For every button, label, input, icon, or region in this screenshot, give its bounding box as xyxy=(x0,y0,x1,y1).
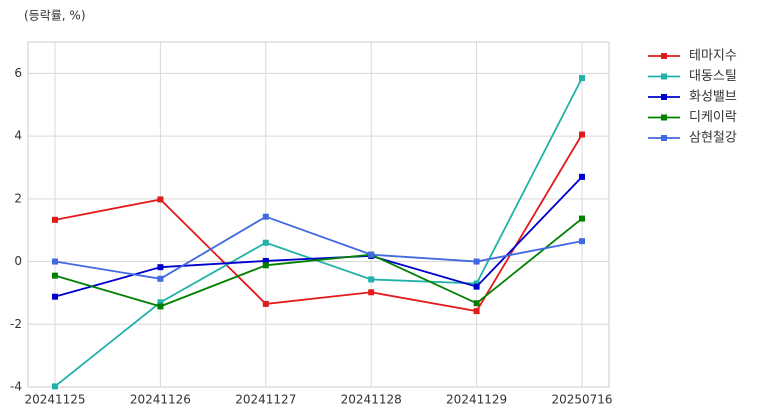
point xyxy=(368,289,375,296)
point xyxy=(157,303,164,310)
point xyxy=(473,300,480,307)
point xyxy=(579,173,585,180)
point xyxy=(368,251,375,258)
point xyxy=(52,272,58,279)
point xyxy=(157,275,164,282)
point xyxy=(368,276,375,283)
point xyxy=(473,280,480,287)
point xyxy=(579,75,585,82)
legend-label: 대동스틸 xyxy=(689,69,737,84)
legend-label: 화성밸브 xyxy=(689,90,737,105)
legend-label: 삼현철강 xyxy=(689,131,737,146)
legend-marker xyxy=(661,53,667,59)
x-tick-label: 20241128 xyxy=(341,393,402,407)
plot-frame xyxy=(27,41,610,388)
series-line xyxy=(54,215,583,280)
point xyxy=(157,299,164,306)
chart-subtitle: (등락률, %) xyxy=(24,9,86,23)
point xyxy=(579,131,585,138)
point xyxy=(52,258,58,265)
point xyxy=(262,239,269,246)
point xyxy=(157,264,164,271)
x-tick-label: 20241129 xyxy=(446,393,507,407)
point xyxy=(52,383,58,390)
legend-label: 디케이락 xyxy=(689,110,737,125)
y-tick-label: 0 xyxy=(14,254,22,268)
y-tick-label: -2 xyxy=(10,317,22,331)
series-line xyxy=(54,217,583,308)
legend-label: 테마지수 xyxy=(689,49,737,64)
series-line xyxy=(54,77,583,388)
point xyxy=(579,215,585,222)
y-tick-label: 6 xyxy=(14,66,22,80)
x-tick-label: 20241127 xyxy=(235,393,296,407)
point xyxy=(473,308,480,315)
point xyxy=(262,300,269,307)
legend-marker xyxy=(661,94,667,100)
legend-marker xyxy=(661,114,667,121)
point xyxy=(262,262,269,269)
series-line xyxy=(54,134,583,313)
y-tick-label: 2 xyxy=(14,191,22,205)
point xyxy=(157,196,164,203)
x-tick-label: 20241126 xyxy=(130,393,191,407)
x-tick-label: 20250716 xyxy=(551,393,612,407)
point xyxy=(473,283,480,290)
y-tick-label: -4 xyxy=(10,380,22,394)
legend-marker xyxy=(661,135,667,141)
point xyxy=(262,257,269,264)
x-tick-label: 20241125 xyxy=(24,393,85,407)
point xyxy=(262,213,269,220)
point xyxy=(473,258,480,265)
series-line xyxy=(54,176,583,298)
point xyxy=(52,293,58,300)
legend-marker xyxy=(661,73,667,80)
point xyxy=(52,216,58,223)
point xyxy=(579,238,585,245)
y-tick-label: 4 xyxy=(14,129,22,143)
